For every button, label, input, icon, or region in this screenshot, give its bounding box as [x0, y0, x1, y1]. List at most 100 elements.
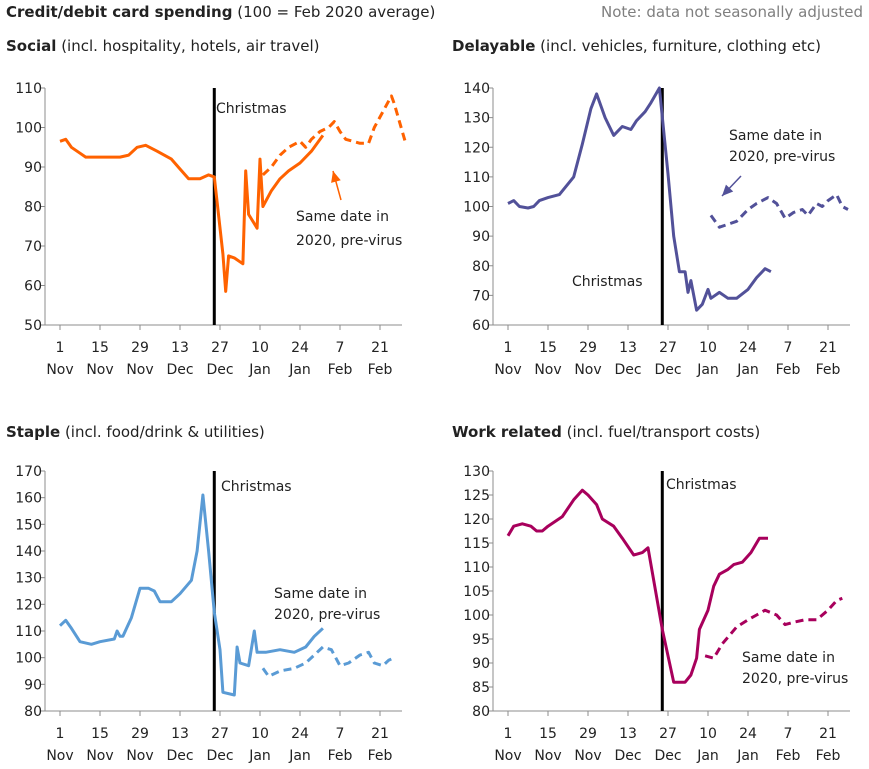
x-tick-label: 29 — [131, 340, 149, 356]
panel-staple-title: Staple (incl. food/drink & utilities) — [6, 423, 265, 441]
panel-social-subtitle: (incl. hospitality, hotels, air travel) — [61, 37, 320, 55]
series-line-current — [506, 488, 768, 684]
x-tick-label: 24 — [291, 340, 309, 356]
series-line-pre-virus — [709, 193, 849, 229]
y-tick-label: 150 — [15, 517, 42, 533]
x-tick-label: 21 — [371, 340, 389, 356]
x-tick-label: 7 — [784, 340, 793, 356]
panel-delayable-title: Delayable (incl. vehicles, furniture, cl… — [452, 37, 821, 55]
x-tick-month-label: Nov — [46, 748, 73, 764]
x-tick-label: 13 — [171, 726, 189, 742]
x-tick-month-label: Nov — [494, 362, 521, 378]
x-tick-month-label: Jan — [288, 748, 311, 764]
x-tick-month-label: Dec — [654, 748, 681, 764]
x-tick-month-label: Nov — [534, 748, 561, 764]
x-tick-label: 10 — [699, 726, 717, 742]
chart-main-title-rest: (100 = Feb 2020 average) — [237, 3, 436, 21]
x-tick-month-label: Nov — [574, 748, 601, 764]
annotation-text-line1: Same date in — [274, 586, 367, 602]
x-tick-month-label: Nov — [574, 362, 601, 378]
y-tick-label: 95 — [472, 632, 490, 648]
x-tick-month-label: Feb — [368, 748, 393, 764]
panel-staple-name: Staple — [6, 423, 61, 441]
x-tick-month-label: Feb — [368, 362, 393, 378]
x-tick-month-label: Nov — [46, 362, 73, 378]
x-tick-label: 15 — [91, 726, 109, 742]
y-tick-label: 110 — [463, 170, 490, 186]
y-tick-label: 100 — [463, 608, 490, 624]
annotation-text-line1: Same date in — [742, 650, 835, 666]
annotation-text-line2: 2020, pre-virus — [742, 671, 848, 687]
x-tick-month-label: Dec — [206, 362, 233, 378]
panel-work-title: Work related (incl. fuel/transport costs… — [452, 423, 760, 441]
x-tick-month-label: Nov — [534, 362, 561, 378]
x-tick-label: 15 — [539, 726, 557, 742]
y-tick-label: 130 — [463, 464, 490, 480]
x-tick-month-label: Jan — [736, 362, 759, 378]
x-tick-label: 10 — [251, 340, 269, 356]
x-tick-label: 21 — [819, 340, 837, 356]
y-tick-label: 90 — [24, 677, 42, 693]
panel-work-subtitle: (incl. fuel/transport costs) — [566, 423, 761, 441]
seasonal-adjustment-note: Note: data not seasonally adjusted — [601, 3, 863, 21]
x-tick-label: 24 — [739, 726, 757, 742]
x-tick-label: 24 — [739, 340, 757, 356]
x-tick-label: 7 — [336, 726, 345, 742]
y-tick-label: 100 — [463, 200, 490, 216]
x-tick-label: 13 — [171, 340, 189, 356]
y-tick-label: 60 — [24, 279, 42, 295]
x-tick-label: 10 — [251, 726, 269, 742]
x-tick-month-label: Feb — [776, 748, 801, 764]
annotation-text-line2: 2020, pre-virus — [296, 233, 402, 249]
y-tick-label: 125 — [463, 488, 490, 504]
x-tick-month-label: Feb — [816, 362, 841, 378]
y-tick-label: 130 — [463, 111, 490, 127]
y-tick-label: 90 — [24, 160, 42, 176]
y-tick-label: 80 — [24, 200, 42, 216]
x-tick-label: 24 — [291, 726, 309, 742]
y-tick-label: 90 — [472, 229, 490, 245]
x-tick-month-label: Dec — [166, 748, 193, 764]
y-tick-label: 110 — [463, 560, 490, 576]
x-tick-month-label: Nov — [86, 362, 113, 378]
annotation-arrow-head — [722, 184, 734, 196]
y-tick-label: 100 — [15, 121, 42, 137]
x-tick-month-label: Feb — [776, 362, 801, 378]
x-tick-month-label: Nov — [126, 362, 153, 378]
x-tick-month-label: Feb — [328, 748, 353, 764]
chart-main-title-bold: Credit/debit card spending — [6, 3, 233, 21]
y-tick-label: 80 — [24, 704, 42, 720]
panel-delayable-subtitle: (incl. vehicles, furniture, clothing etc… — [540, 37, 821, 55]
christmas-label: Christmas — [216, 101, 287, 117]
x-tick-month-label: Nov — [86, 748, 113, 764]
x-tick-label: 27 — [211, 340, 229, 356]
y-tick-label: 90 — [472, 656, 490, 672]
x-tick-label: 29 — [579, 340, 597, 356]
y-tick-label: 100 — [15, 651, 42, 667]
christmas-label: Christmas — [666, 477, 737, 493]
y-tick-label: 140 — [15, 544, 42, 560]
x-tick-label: 7 — [336, 340, 345, 356]
x-tick-label: 15 — [539, 340, 557, 356]
y-tick-label: 130 — [15, 571, 42, 587]
series-line-current — [58, 493, 324, 697]
y-tick-label: 170 — [15, 464, 42, 480]
annotation-text-line1: Same date in — [729, 128, 822, 144]
series-line-current — [507, 86, 772, 312]
y-tick-label: 70 — [24, 239, 42, 255]
x-tick-label: 13 — [619, 340, 637, 356]
x-tick-month-label: Nov — [494, 748, 521, 764]
x-tick-month-label: Feb — [816, 748, 841, 764]
x-tick-label: 29 — [579, 726, 597, 742]
series-line-current — [59, 134, 325, 293]
christmas-label: Christmas — [221, 479, 292, 495]
x-tick-month-label: Jan — [696, 748, 719, 764]
x-tick-label: 27 — [211, 726, 229, 742]
x-tick-month-label: Nov — [126, 748, 153, 764]
y-tick-label: 110 — [15, 81, 42, 97]
x-tick-month-label: Dec — [614, 362, 641, 378]
x-tick-label: 27 — [659, 340, 677, 356]
annotation-text-line2: 2020, pre-virus — [274, 607, 380, 623]
y-tick-label: 60 — [472, 318, 490, 334]
